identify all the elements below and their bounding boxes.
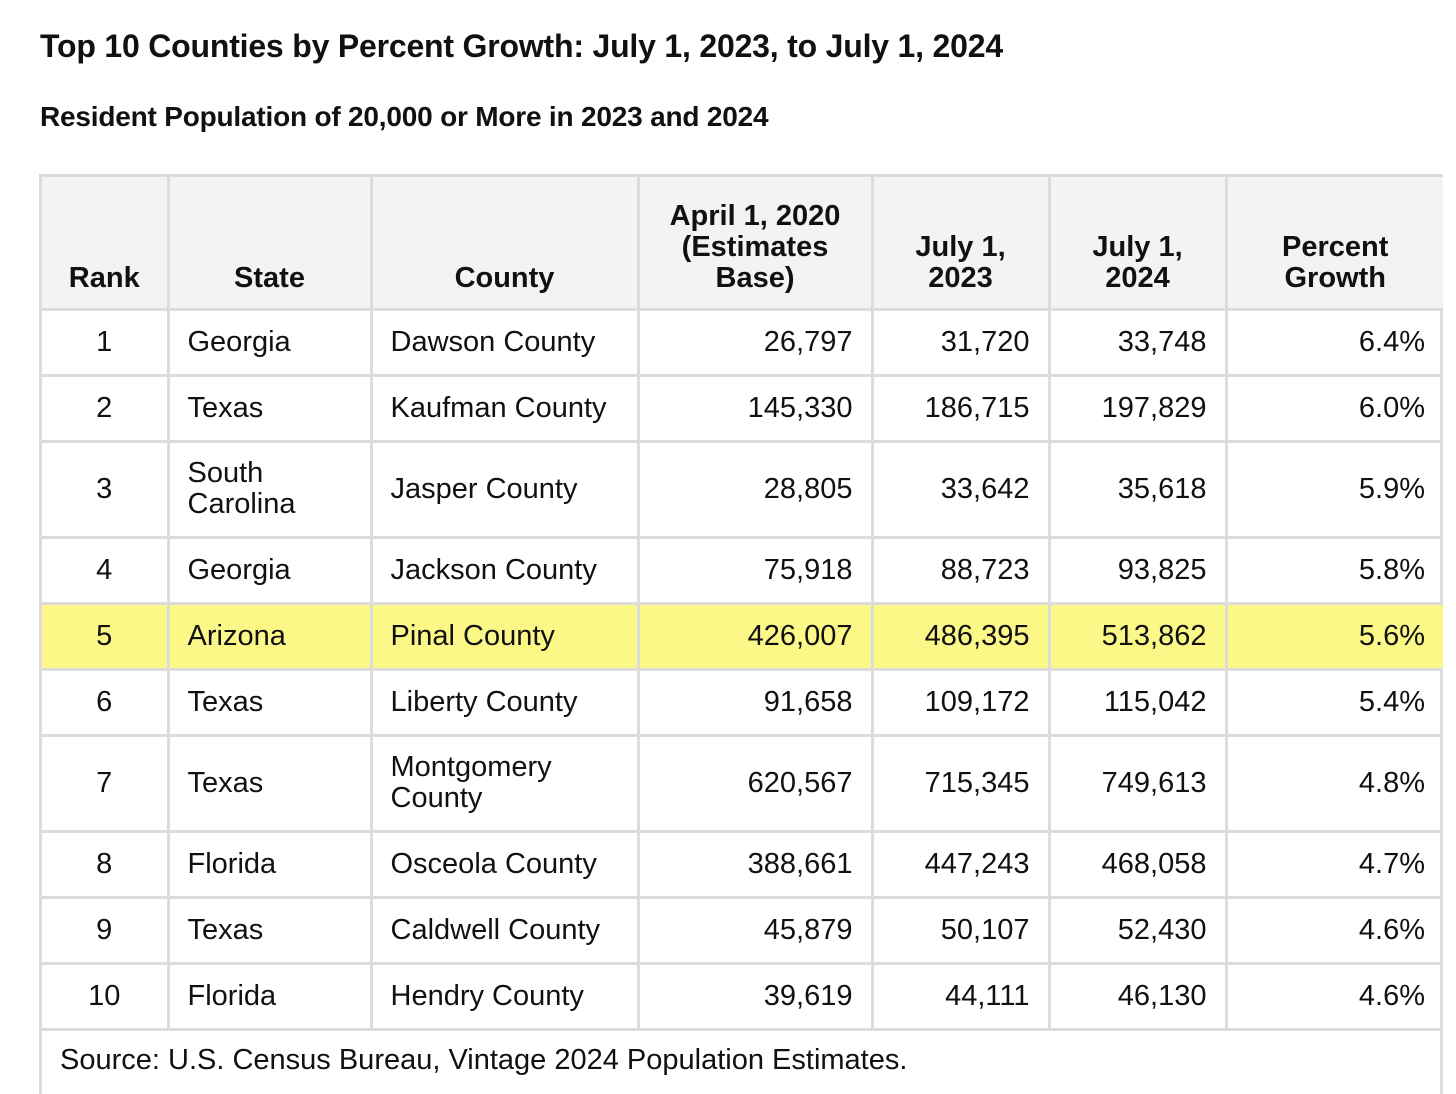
column-header-state: State — [166, 177, 373, 311]
cell-percent-growth: 5.8% — [1224, 535, 1443, 605]
cell-july-2023: 50,107 — [870, 895, 1051, 965]
cell-july-2023: 186,715 — [870, 373, 1051, 443]
cell-july-2024: 93,825 — [1047, 535, 1228, 605]
column-header-percent-growth: Percent Growth — [1224, 177, 1443, 311]
table-title: Top 10 Counties by Percent Growth: July … — [40, 28, 1003, 64]
cell-county: Osceola County — [369, 829, 640, 899]
cell-percent-growth: 5.6% — [1224, 601, 1443, 671]
table-row: 5 Arizona Pinal County 426,007 486,395 513,86… — [42, 601, 1443, 671]
column-header-county: County — [369, 177, 640, 311]
cell-rank: 10 — [42, 961, 170, 1031]
cell-rank: 1 — [42, 307, 170, 377]
table-row: 2 Texas Kaufman County 145,330 186,715 197,82… — [42, 373, 1443, 443]
source-row: Source: U.S. Census Bureau, Vintage 2024… — [42, 1027, 1443, 1093]
column-header-july-2023: July 1, 2023 — [870, 177, 1051, 311]
column-header-july-2024: July 1, 2024 — [1047, 177, 1228, 311]
cell-estimates-base: 91,658 — [636, 667, 874, 737]
column-header-rank: Rank — [42, 177, 170, 311]
cell-percent-growth: 6.4% — [1224, 307, 1443, 377]
cell-state: Florida — [166, 829, 373, 899]
cell-state: Texas — [166, 895, 373, 965]
cell-county: Jasper County — [369, 439, 640, 539]
cell-rank: 8 — [42, 829, 170, 899]
cell-estimates-base: 28,805 — [636, 439, 874, 539]
table-row: 1 Georgia Dawson County 26,797 31,720 33,748 6… — [42, 307, 1443, 377]
table-row: 10 Florida Hendry County 39,619 44,111 46,130… — [42, 961, 1443, 1031]
population-growth-table: Rank State County April 1, 2020 (Estimat… — [42, 177, 1443, 1093]
cell-state: South Carolina — [166, 439, 373, 539]
cell-percent-growth: 4.6% — [1224, 961, 1443, 1031]
cell-july-2024: 46,130 — [1047, 961, 1228, 1031]
cell-rank: 5 — [42, 601, 170, 671]
cell-estimates-base: 620,567 — [636, 733, 874, 833]
cell-rank: 9 — [42, 895, 170, 965]
cell-percent-growth: 5.4% — [1224, 667, 1443, 737]
cell-july-2023: 447,243 — [870, 829, 1051, 899]
cell-state: Arizona — [166, 601, 373, 671]
cell-county: Dawson County — [369, 307, 640, 377]
cell-july-2023: 715,345 — [870, 733, 1051, 833]
cell-rank: 4 — [42, 535, 170, 605]
cell-july-2024: 513,862 — [1047, 601, 1228, 671]
cell-percent-growth: 4.6% — [1224, 895, 1443, 965]
cell-county: Pinal County — [369, 601, 640, 671]
cell-state: Georgia — [166, 535, 373, 605]
table-row: 9 Texas Caldwell County 45,879 50,107 52,430 4… — [42, 895, 1443, 965]
source-note: Source: U.S. Census Bureau, Vintage 2024… — [42, 1027, 1443, 1093]
cell-estimates-base: 26,797 — [636, 307, 874, 377]
cell-july-2023: 109,172 — [870, 667, 1051, 737]
cell-county: Caldwell County — [369, 895, 640, 965]
table-row: 7 Texas Montgomery County 620,567 715,345 749… — [42, 733, 1443, 833]
cell-percent-growth: 6.0% — [1224, 373, 1443, 443]
cell-july-2024: 35,618 — [1047, 439, 1228, 539]
cell-estimates-base: 388,661 — [636, 829, 874, 899]
cell-percent-growth: 4.8% — [1224, 733, 1443, 833]
table-row: 4 Georgia Jackson County 75,918 88,723 93,825… — [42, 535, 1443, 605]
cell-july-2024: 115,042 — [1047, 667, 1228, 737]
cell-estimates-base: 75,918 — [636, 535, 874, 605]
cell-estimates-base: 39,619 — [636, 961, 874, 1031]
cell-july-2024: 749,613 — [1047, 733, 1228, 833]
cell-state: Texas — [166, 733, 373, 833]
table-row: 3 South Carolina Jasper County 28,805 33,642… — [42, 439, 1443, 539]
cell-rank: 7 — [42, 733, 170, 833]
cell-county: Kaufman County — [369, 373, 640, 443]
cell-state: Florida — [166, 961, 373, 1031]
cell-state: Texas — [166, 373, 373, 443]
cell-county: Montgomery County — [369, 733, 640, 833]
cell-rank: 2 — [42, 373, 170, 443]
population-table-container: Rank State County April 1, 2020 (Estimat… — [39, 174, 1443, 1094]
cell-rank: 3 — [42, 439, 170, 539]
cell-july-2024: 197,829 — [1047, 373, 1228, 443]
cell-july-2023: 486,395 — [870, 601, 1051, 671]
cell-july-2024: 468,058 — [1047, 829, 1228, 899]
table-subtitle: Resident Population of 20,000 or More in… — [40, 101, 769, 132]
table-row: 8 Florida Osceola County 388,661 447,243 468,… — [42, 829, 1443, 899]
column-header-estimates-base: April 1, 2020 (Estimates Base) — [636, 177, 874, 311]
cell-percent-growth: 4.7% — [1224, 829, 1443, 899]
cell-percent-growth: 5.9% — [1224, 439, 1443, 539]
cell-state: Texas — [166, 667, 373, 737]
cell-july-2023: 44,111 — [870, 961, 1051, 1031]
cell-july-2023: 33,642 — [870, 439, 1051, 539]
cell-estimates-base: 426,007 — [636, 601, 874, 671]
cell-july-2024: 52,430 — [1047, 895, 1228, 965]
cell-estimates-base: 45,879 — [636, 895, 874, 965]
cell-county: Jackson County — [369, 535, 640, 605]
table-row: 6 Texas Liberty County 91,658 109,172 115,042… — [42, 667, 1443, 737]
cell-july-2023: 31,720 — [870, 307, 1051, 377]
cell-estimates-base: 145,330 — [636, 373, 874, 443]
table-body: 1 Georgia Dawson County 26,797 31,720 33,748 6… — [42, 307, 1443, 1093]
cell-july-2024: 33,748 — [1047, 307, 1228, 377]
cell-county: Liberty County — [369, 667, 640, 737]
cell-county: Hendry County — [369, 961, 640, 1031]
cell-july-2023: 88,723 — [870, 535, 1051, 605]
header-row: Rank State County April 1, 2020 (Estimat… — [42, 177, 1443, 311]
cell-state: Georgia — [166, 307, 373, 377]
cell-rank: 6 — [42, 667, 170, 737]
